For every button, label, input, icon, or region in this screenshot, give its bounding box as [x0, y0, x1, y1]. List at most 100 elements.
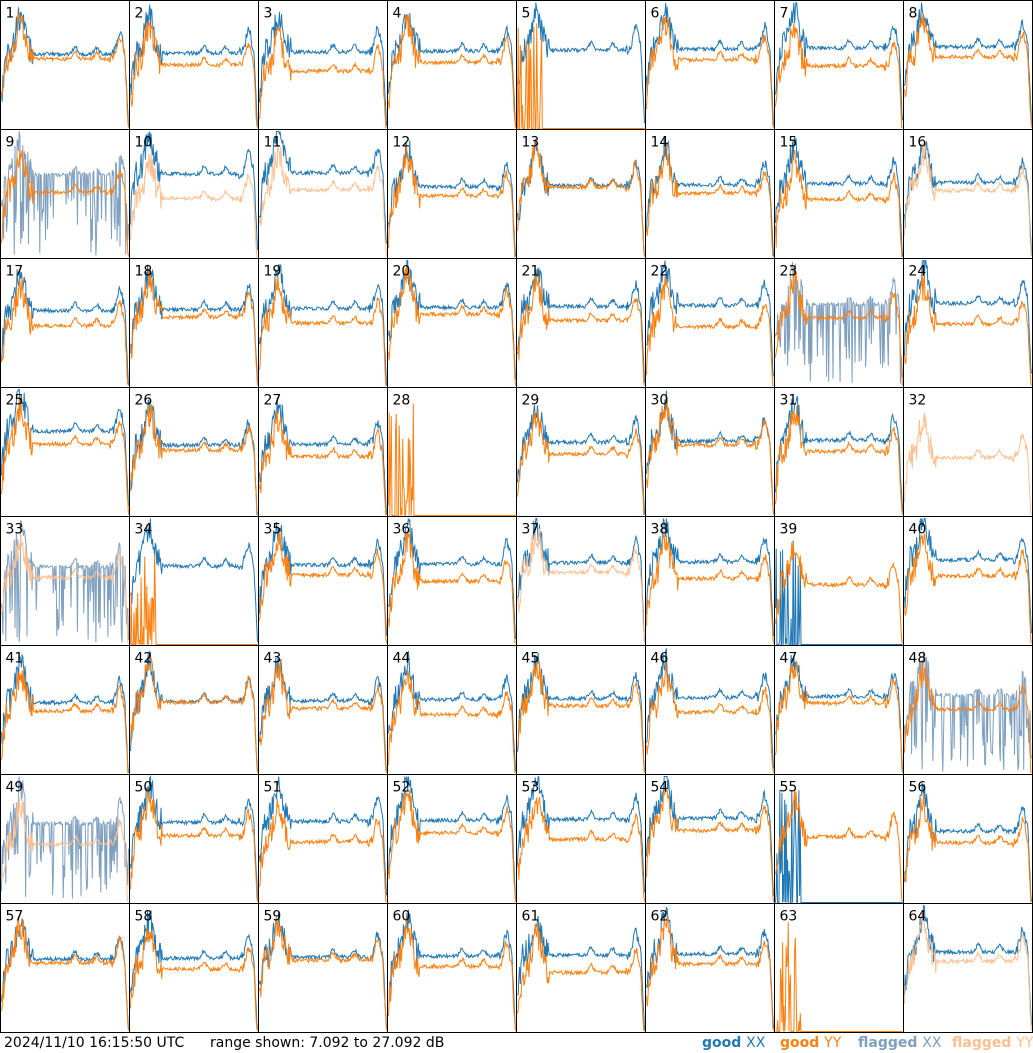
- xx-series-line: [775, 395, 903, 513]
- panel-label: 15: [780, 135, 798, 151]
- yy-series-line: [1, 797, 129, 902]
- panel-label: 33: [6, 522, 24, 538]
- legend-flagged-yy: flagged YY: [952, 1035, 1033, 1051]
- xx-series-line: [1, 776, 129, 899]
- yy-series-line: [259, 526, 387, 644]
- panel-25: 25: [0, 387, 130, 517]
- yy-series-line: [130, 152, 258, 257]
- panel-9: 9: [0, 129, 130, 259]
- yy-series-line: [388, 790, 516, 902]
- panel-32: 32: [903, 387, 1033, 517]
- xx-series-line: [517, 775, 645, 893]
- panel-label: 56: [909, 780, 927, 796]
- xx-series-line: [130, 518, 258, 642]
- xx-series-line: [259, 656, 387, 773]
- yy-series-line: [646, 785, 774, 902]
- panel-label: 5: [522, 6, 531, 22]
- yy-series-line: [1, 916, 129, 1031]
- panel-6: 6: [645, 0, 775, 130]
- panel-label: 29: [522, 393, 540, 409]
- yy-series-line: [517, 23, 645, 129]
- panel-3: 3: [258, 0, 388, 130]
- xx-series-line: [646, 260, 774, 377]
- panel-13: 13: [516, 129, 646, 259]
- xx-series-line: [388, 776, 516, 899]
- legend-good-xx: good XX: [702, 1035, 765, 1051]
- yy-series-line: [517, 270, 645, 386]
- xx-series-line: [517, 2, 645, 124]
- panel-label: 3: [264, 6, 273, 22]
- panel-frame: [0, 903, 130, 1033]
- panel-frame: [645, 0, 775, 130]
- yy-series-line: [517, 138, 645, 257]
- panel-label: 25: [6, 393, 24, 409]
- legend-word: good: [702, 1035, 742, 1051]
- panel-51: 51: [258, 774, 388, 904]
- yy-series-line: [1, 395, 129, 515]
- yy-series-line: [259, 274, 387, 386]
- xx-series-line: [130, 4, 258, 128]
- panel-label: 50: [135, 780, 153, 796]
- panel-7: 7: [774, 0, 904, 130]
- panel-frame: [516, 645, 646, 775]
- yy-series-line: [1, 277, 129, 386]
- panel-47: 47: [774, 645, 904, 775]
- xx-series-line: [775, 1, 903, 121]
- panel-frame: [903, 387, 1033, 517]
- xx-series-line: [259, 11, 387, 127]
- panel-46: 46: [645, 645, 775, 775]
- xx-series-line: [775, 136, 903, 257]
- yy-series-line: [130, 927, 258, 1031]
- panel-label: 12: [393, 135, 411, 151]
- xx-series-line: [904, 260, 1032, 374]
- xx-series-line: [130, 774, 258, 902]
- yy-series-line: [775, 789, 903, 902]
- yy-series-line: [775, 660, 903, 773]
- yy-series-line: [904, 913, 1032, 1031]
- panel-15: 15: [774, 129, 904, 259]
- yy-series-line: [259, 144, 387, 257]
- panel-label: 1: [6, 6, 15, 22]
- yy-series-line: [775, 267, 903, 386]
- yy-series-line: [904, 274, 1032, 386]
- panel-37: 37: [516, 516, 646, 646]
- panel-label: 63: [780, 909, 798, 925]
- panel-frame: [258, 129, 388, 259]
- panel-label: 49: [6, 780, 24, 796]
- xx-series-line: [517, 652, 645, 773]
- panel-label: 31: [780, 393, 798, 409]
- yy-series-line: [130, 403, 258, 515]
- yy-series-line: [130, 553, 258, 645]
- panel-frame: [0, 387, 130, 517]
- panel-frame: [903, 258, 1033, 388]
- yy-series-line: [646, 143, 774, 257]
- panel-label: 62: [651, 909, 669, 925]
- panel-label: 20: [393, 264, 411, 280]
- yy-series-line: [646, 15, 774, 128]
- panel-38: 38: [645, 516, 775, 646]
- panel-label: 58: [135, 909, 153, 925]
- yy-series-line: [130, 267, 258, 386]
- panel-label: 11: [264, 135, 282, 151]
- panel-8: 8: [903, 0, 1033, 130]
- panel-1: 1: [0, 0, 130, 130]
- xx-series-line: [775, 262, 903, 384]
- panel-label: 34: [135, 522, 153, 538]
- yy-series-line: [388, 403, 516, 516]
- yy-series-line: [259, 799, 387, 902]
- panel-label: 6: [651, 6, 660, 22]
- panel-44: 44: [387, 645, 517, 775]
- panel-label: 57: [6, 909, 24, 925]
- legend-pol: YY: [1016, 1035, 1033, 1051]
- panel-22: 22: [645, 258, 775, 388]
- yy-series-line: [904, 13, 1032, 128]
- yy-series-line: [1, 148, 129, 257]
- panel-label: 19: [264, 264, 282, 280]
- xx-series-line: [646, 135, 774, 257]
- xx-series-line: [904, 651, 1032, 772]
- xx-series-line: [517, 916, 645, 1031]
- yy-series-line: [517, 658, 645, 773]
- panel-57: 57: [0, 903, 130, 1033]
- panel-58: 58: [129, 903, 259, 1033]
- panel-label: 22: [651, 264, 669, 280]
